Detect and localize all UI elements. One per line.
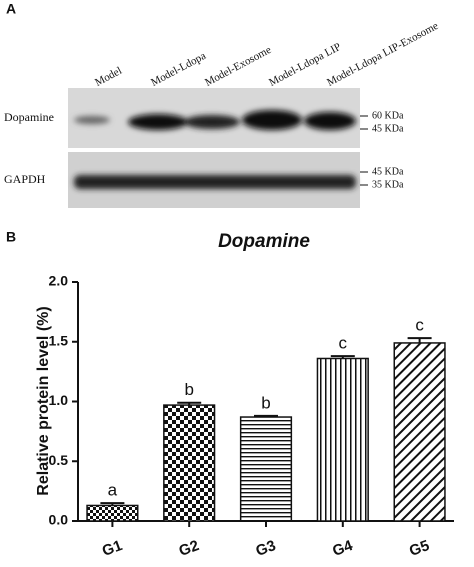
error-bar	[254, 414, 278, 418]
lane-label: Model-Ldopa	[149, 50, 208, 89]
lane-label: Model	[93, 65, 124, 89]
error-bar	[330, 355, 355, 359]
y-axis-label: Relative protein level (%)	[35, 306, 52, 495]
y-tick-label: 0.5	[49, 452, 69, 468]
chart-title: Dopamine	[218, 231, 310, 252]
blot	[68, 88, 360, 208]
y-tick-label: 1.0	[49, 392, 69, 408]
row-label: GAPDH	[4, 172, 46, 186]
chart: B Dopamine Relative protein level (%) 0.…	[6, 229, 454, 560]
x-tick-label: G2	[177, 537, 202, 560]
row-label: Dopamine	[4, 110, 54, 124]
bar	[86, 504, 139, 522]
lane-label: Model-Ldopa LIP-Exosome	[325, 20, 441, 89]
x-tick-label: G4	[330, 537, 355, 560]
y-tick-label: 2.0	[49, 273, 69, 289]
bar	[393, 342, 446, 522]
panel-label: A	[6, 1, 16, 17]
y-tick-label: 1.5	[49, 332, 69, 348]
error-bar	[100, 502, 125, 506]
annotation: c	[339, 334, 348, 353]
marker-label: 35 KDa	[372, 179, 404, 190]
x-tick-label: G1	[100, 537, 125, 560]
bar	[163, 404, 216, 522]
annotation: a	[108, 481, 118, 500]
marker-label: 60 KDa	[372, 110, 404, 121]
lane-label: Model-Exosome	[203, 44, 273, 89]
marker-label: 45 KDa	[372, 123, 404, 134]
bar	[239, 416, 293, 522]
x-tick-label: G5	[407, 537, 432, 560]
panel-label: B	[6, 229, 16, 245]
annotation: b	[261, 393, 270, 412]
annotation: b	[184, 380, 193, 399]
error-bar	[407, 337, 432, 343]
error-bar	[177, 401, 202, 406]
bar	[316, 357, 369, 522]
y-tick-label: 0.0	[49, 512, 69, 528]
marker-label: 45 KDa	[372, 166, 404, 177]
x-tick-label: G3	[254, 537, 279, 560]
annotation: c	[415, 316, 424, 335]
